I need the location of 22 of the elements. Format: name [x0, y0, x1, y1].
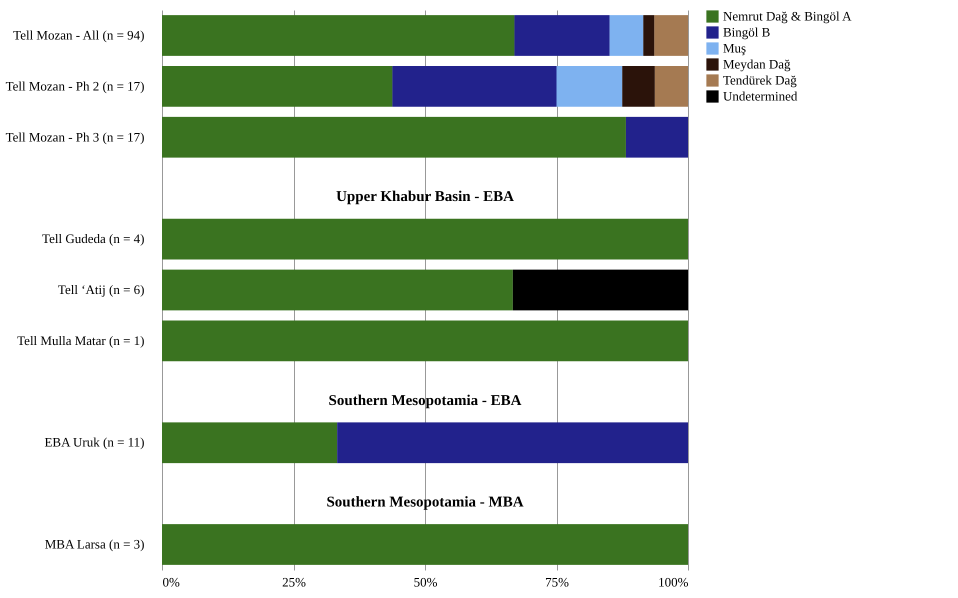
y-tick-label: Tell Mozan - All (n = 94): [13, 27, 144, 42]
annotation: Southern Mesopotamia - EBA: [328, 392, 522, 409]
y-tick-label: EBA Uruk (n = 11): [44, 434, 144, 450]
legend-label: Tendürek Dağ: [723, 72, 798, 88]
x-tick-label: 50%: [414, 574, 438, 590]
legend-label: Meydan Dağ: [723, 56, 792, 72]
x-tick-label: 25%: [282, 574, 306, 590]
x-tick-label: 0%: [162, 574, 180, 590]
y-tick-label: Tell Gudeda (n = 4): [42, 231, 144, 246]
x-tick-label: 100%: [658, 574, 689, 590]
annotation: Upper Khabur Basin - EBA: [336, 189, 514, 206]
annotation: Southern Mesopotamia - MBA: [326, 494, 524, 511]
legend-label: Nemrut Dağ & Bingöl A: [723, 8, 852, 24]
legend-label: Undetermined: [723, 88, 798, 104]
legend-label: Muş: [723, 40, 746, 56]
y-tick-label: Tell Mozan - Ph 2 (n = 17): [6, 78, 144, 94]
y-tick-label: Tell ‘Atij (n = 6): [58, 282, 144, 297]
y-tick-label: Tell Mozan - Ph 3 (n = 17): [6, 129, 144, 144]
y-tick-label: Tell Mulla Matar (n = 1): [17, 332, 144, 348]
legend-label: Bingöl B: [723, 24, 771, 40]
y-tick-label: MBA Larsa (n = 3): [44, 536, 144, 552]
x-tick-label: 75%: [545, 574, 570, 590]
